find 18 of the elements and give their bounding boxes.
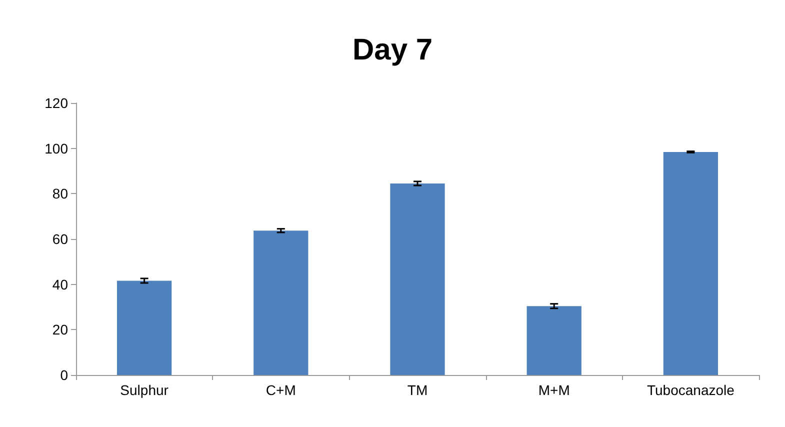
y-tick-label: 120 xyxy=(44,95,68,111)
x-tick-label: TM xyxy=(407,382,428,398)
y-tick-label: 80 xyxy=(52,186,68,202)
bar xyxy=(116,280,172,375)
y-tick-label: 40 xyxy=(52,276,68,292)
bar xyxy=(526,306,582,375)
x-tick-label: M+M xyxy=(538,382,570,398)
bar xyxy=(254,230,308,375)
chart-title: Day 7 xyxy=(352,34,433,66)
x-tick-label: C+M xyxy=(266,382,296,398)
y-tick-label: 60 xyxy=(52,231,68,247)
bar xyxy=(390,183,445,375)
x-tick-label: Tubocanazole xyxy=(646,382,735,398)
y-tick-label: 20 xyxy=(52,322,68,338)
x-tick-label: Sulphur xyxy=(120,382,169,398)
y-tick-label: 0 xyxy=(60,367,68,383)
bar xyxy=(663,152,718,375)
y-tick-label: 100 xyxy=(44,140,68,156)
